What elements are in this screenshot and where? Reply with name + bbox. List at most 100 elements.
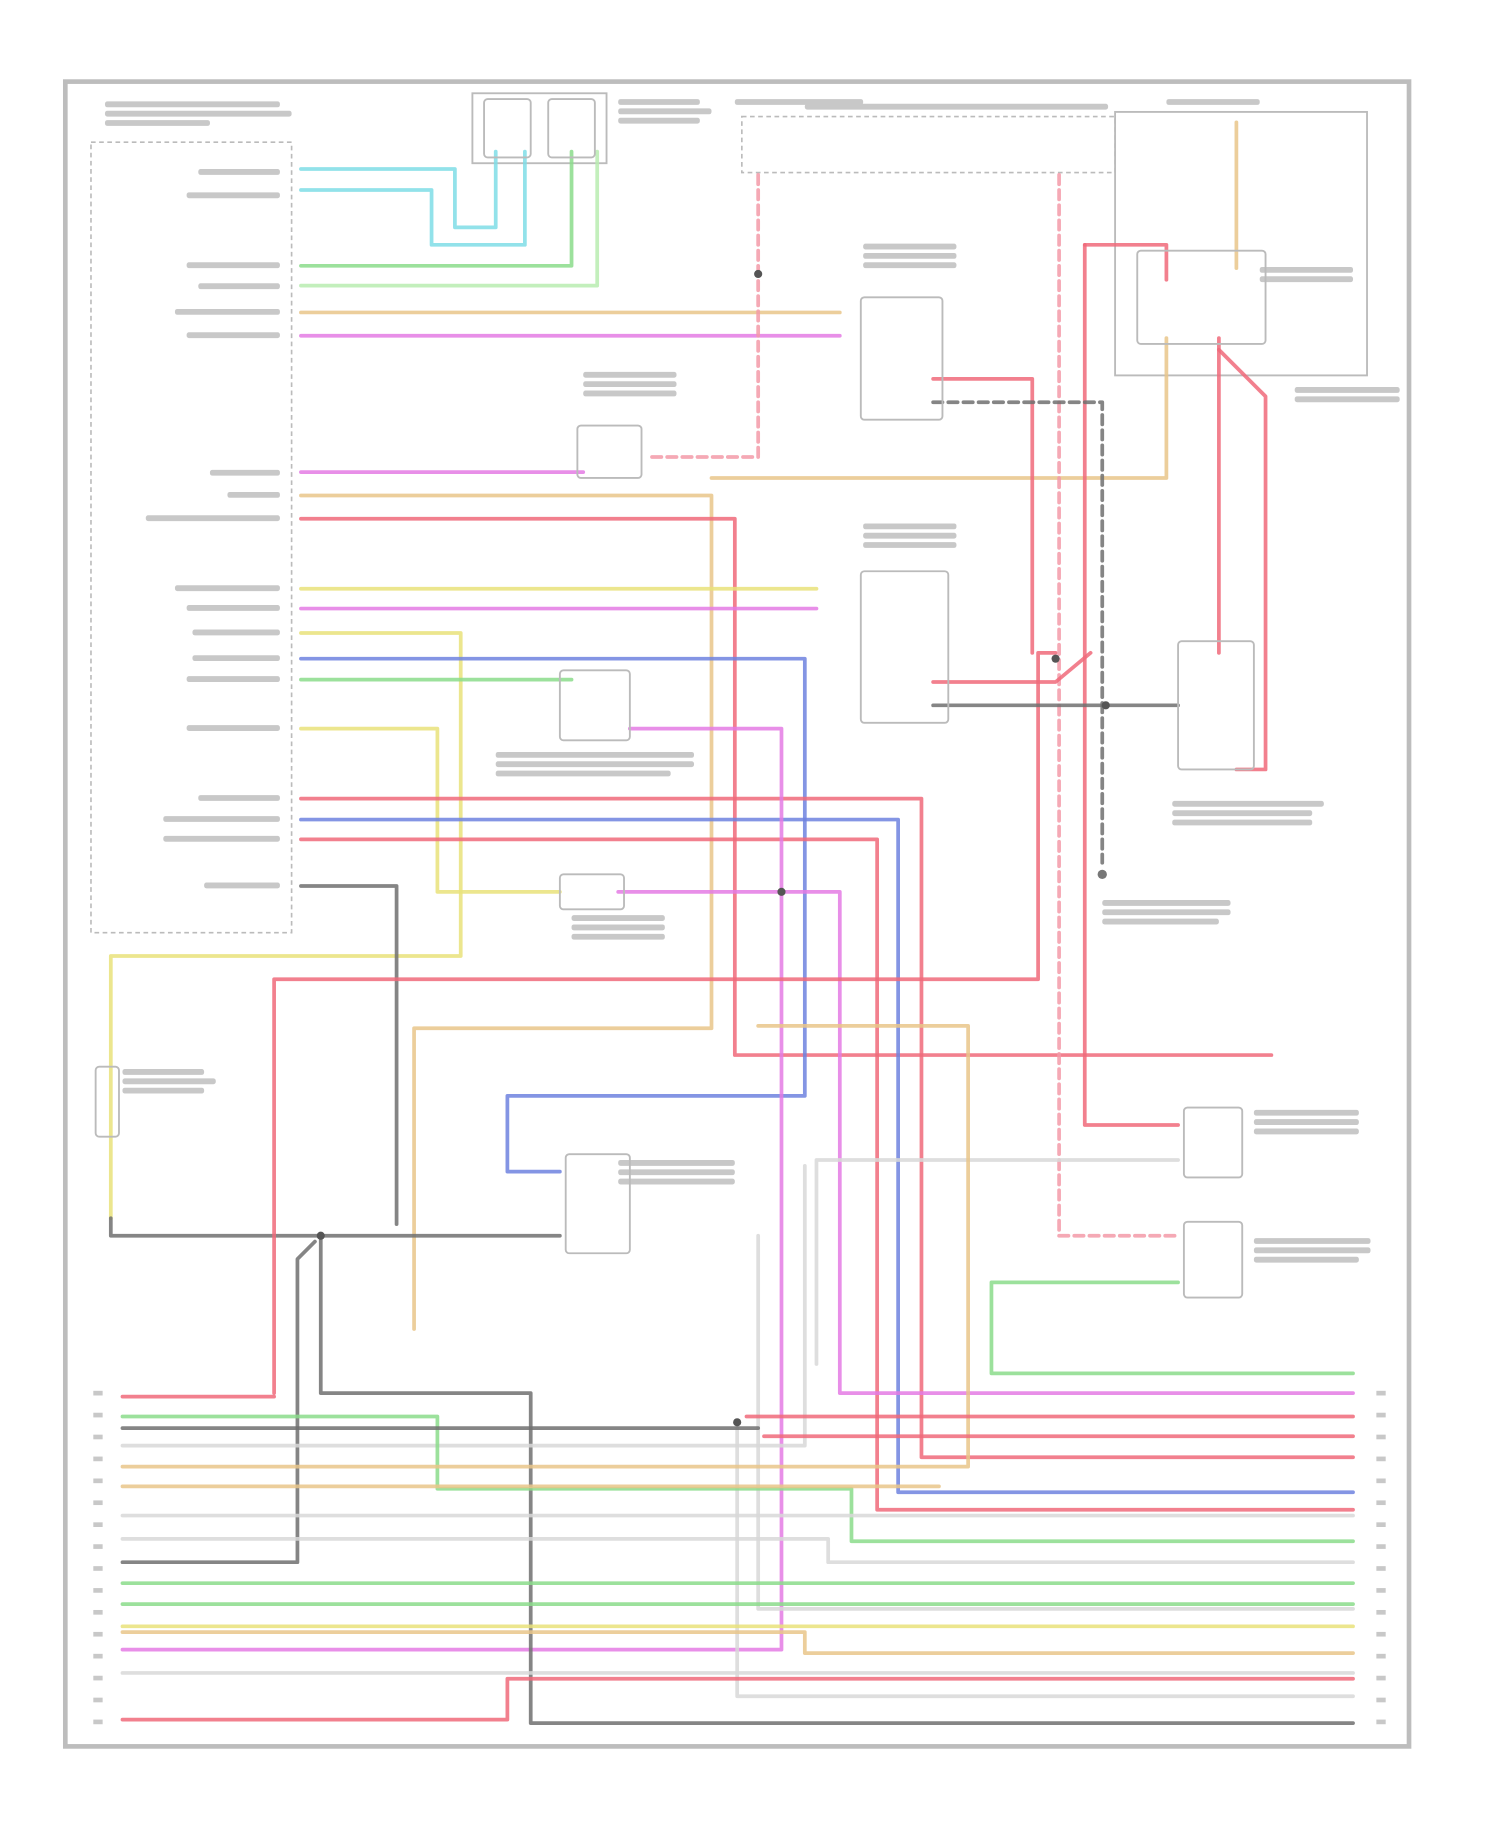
wire-gray — [299, 884, 399, 1226]
connector-pin-right — [1376, 1653, 1386, 1659]
wire-tan — [299, 493, 714, 1331]
splice-icon — [1101, 701, 1110, 710]
connector-pin-left — [93, 1631, 103, 1637]
wire-yellow — [299, 726, 562, 894]
wire-white — [120, 1537, 1355, 1565]
connector-pin-right — [1376, 1544, 1386, 1549]
connector-pin-left — [93, 1609, 103, 1615]
component-label — [495, 761, 695, 768]
pin-label — [198, 283, 280, 290]
pin-label — [145, 515, 280, 522]
component-label — [1102, 909, 1231, 916]
pin-label — [192, 629, 280, 636]
component-label — [863, 262, 957, 269]
wire-red — [931, 650, 1093, 684]
component-label — [863, 252, 957, 259]
connector-pin-left — [93, 1675, 103, 1681]
component-label — [1102, 900, 1231, 906]
component-label — [583, 381, 677, 388]
wire-red — [272, 650, 1058, 1396]
component-label — [1253, 1109, 1359, 1116]
component-label — [571, 924, 665, 931]
component-label — [1253, 1238, 1371, 1244]
component-label — [104, 120, 210, 126]
connector-pin-right — [1376, 1719, 1386, 1725]
component-label — [122, 1078, 216, 1085]
pin-label — [174, 585, 280, 592]
wire-magenta — [120, 726, 784, 1652]
connector-pin-right — [1376, 1675, 1386, 1681]
wire-red — [120, 1676, 1355, 1722]
wire-red — [931, 377, 1035, 655]
connector-pin-left — [93, 1588, 103, 1593]
relay-icon — [558, 669, 631, 742]
component-label — [583, 371, 677, 378]
wire-white — [814, 1158, 1180, 1366]
component-label — [1259, 266, 1354, 273]
connector-pin-right — [1376, 1697, 1386, 1703]
pin-label — [186, 605, 280, 611]
component-label — [495, 751, 695, 758]
connector-pin-right — [1376, 1522, 1386, 1527]
wires — [108, 120, 1355, 1725]
wire-tan — [709, 336, 1169, 480]
fuse-block-outline — [741, 115, 1116, 174]
component-label — [734, 99, 864, 105]
ground-icon — [1097, 869, 1107, 880]
wire-red — [299, 796, 1355, 1460]
component-label — [1172, 800, 1324, 807]
pin-label — [204, 882, 280, 889]
connector-pin-left — [93, 1500, 103, 1506]
data-connector-outline — [471, 92, 608, 165]
sensor-icon — [558, 873, 625, 911]
wire-cyan — [299, 149, 527, 247]
sensor-icon — [859, 570, 950, 724]
wire-tan — [120, 1024, 970, 1469]
connector-pin-left — [93, 1522, 103, 1527]
wire-pink — [1057, 173, 1180, 1238]
connector-pin-right — [1376, 1500, 1386, 1506]
splice-icon — [754, 269, 763, 279]
component-label — [1253, 1247, 1371, 1254]
pin-label — [186, 332, 280, 339]
connector-pin-left — [93, 1434, 103, 1440]
splice-icon — [777, 887, 786, 896]
splice-icon — [316, 1231, 325, 1240]
connector-pin-right — [1376, 1631, 1386, 1637]
component-label — [571, 915, 665, 921]
wire-red — [299, 516, 1274, 1057]
connector-pin-right — [1376, 1456, 1386, 1462]
connector-icon — [94, 1065, 120, 1138]
connector-pin-right — [1376, 1609, 1386, 1615]
components — [93, 98, 1386, 1725]
pin-label — [192, 655, 280, 662]
component-label — [1294, 387, 1400, 393]
wire-white — [756, 1233, 1355, 1611]
component-label — [104, 110, 292, 117]
component-label — [618, 1178, 735, 1185]
wire-yellow — [108, 631, 463, 1221]
switch-icon — [576, 424, 643, 479]
connector-pin-right — [1376, 1478, 1386, 1484]
connector-pin-right — [1376, 1390, 1386, 1396]
component-label — [618, 117, 700, 124]
solenoid-icon — [1182, 1220, 1244, 1299]
diagram-frames — [62, 79, 1412, 1749]
wire-green — [989, 1280, 1355, 1376]
component-label — [618, 108, 712, 115]
wire-blue — [299, 817, 1355, 1495]
wire-light_green — [299, 149, 600, 288]
component-label — [1253, 1256, 1359, 1263]
component-label — [1102, 918, 1219, 925]
pin-label — [209, 469, 280, 476]
outer-frame — [62, 79, 1412, 1749]
pin-label — [186, 192, 280, 199]
wire-tan — [120, 1630, 1355, 1655]
solenoid-icon — [1177, 640, 1255, 771]
connector-pin-left — [93, 1456, 103, 1462]
component-label — [1172, 810, 1313, 817]
component-label — [1294, 396, 1400, 403]
splice-icon — [1051, 654, 1060, 663]
component-label — [804, 103, 1109, 110]
